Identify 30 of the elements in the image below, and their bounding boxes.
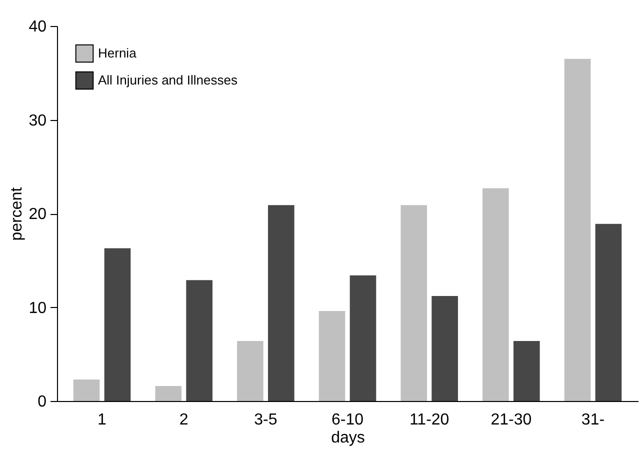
x-tick-label: 21-30 (490, 412, 532, 428)
bar (73, 379, 100, 401)
y-tick-label: 0 (38, 394, 47, 410)
bar (155, 386, 182, 401)
x-axis-title: days (331, 430, 365, 446)
y-tick-label: 10 (28, 300, 47, 317)
y-tick-label: 30 (28, 112, 47, 130)
bar (186, 280, 212, 401)
bar (513, 341, 540, 401)
legend-label: All Injuries and Illnesses (98, 72, 238, 88)
x-tick-label: 31- (581, 412, 605, 428)
y-tick-label: 40 (28, 18, 47, 36)
bar (104, 248, 131, 401)
bar (482, 188, 509, 401)
x-tick-label: 3-5 (254, 412, 278, 428)
x-tick-label: 1 (98, 412, 107, 428)
x-tick-label: 2 (179, 412, 188, 428)
bar (350, 275, 376, 401)
x-tick-label: 11-20 (409, 412, 450, 428)
bar (318, 311, 346, 401)
bar (237, 341, 264, 401)
y-tick-label: 20 (28, 206, 47, 223)
x-tick-label: 6-10 (331, 412, 364, 428)
bar (595, 224, 622, 401)
bar (432, 296, 458, 401)
bar (564, 58, 591, 401)
bar (400, 205, 428, 401)
y-axis-title: percent (8, 186, 26, 241)
bar (268, 205, 294, 401)
legend-label: Hernia (98, 46, 138, 60)
